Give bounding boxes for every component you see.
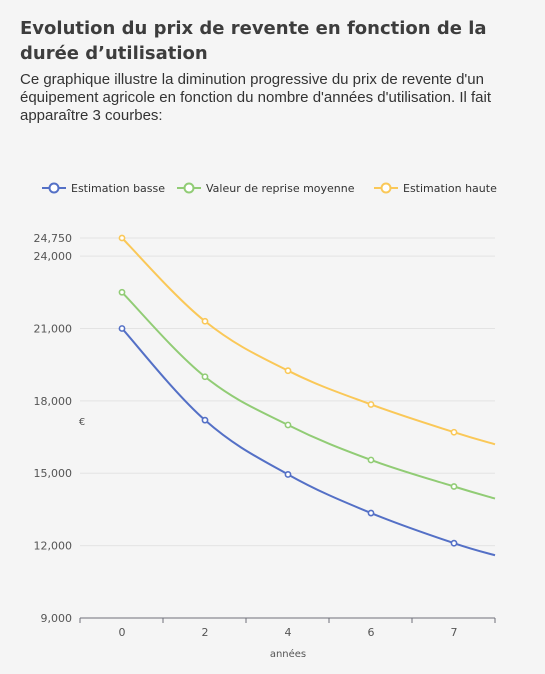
legend-label: Estimation basse (71, 182, 165, 195)
x-tick-label: 7 (451, 626, 458, 639)
x-axis-title: années (270, 648, 306, 660)
legend-marker (48, 182, 60, 194)
y-tick-label: 24,000 (34, 250, 73, 263)
x-tick-label: 4 (285, 626, 292, 639)
data-point[interactable] (450, 539, 458, 547)
data-point[interactable] (201, 416, 209, 424)
data-point[interactable] (284, 421, 292, 429)
x-tick-label: 0 (119, 626, 126, 639)
data-point[interactable] (367, 509, 375, 517)
x-tick-label: 6 (368, 626, 375, 639)
data-point[interactable] (450, 428, 458, 436)
series-line (121, 291, 496, 500)
legend-item[interactable]: Valeur de reprise moyenne (177, 182, 355, 195)
legend-label: Valeur de reprise moyenne (206, 182, 355, 195)
data-point[interactable] (450, 483, 458, 490)
data-point[interactable] (201, 317, 209, 325)
legend-label: Estimation haute (403, 182, 497, 195)
page-title: Evolution du prix de revente en fonction… (20, 18, 487, 64)
legend-marker (183, 182, 195, 194)
series-layer (118, 234, 496, 557)
series-valeur-de-reprise-moyenne (118, 288, 496, 500)
axis-layer: 9,000 12,000 15,000 18,000 21,000 24,000 24,75… (34, 232, 496, 660)
data-point[interactable] (118, 234, 126, 242)
data-point[interactable] (284, 367, 292, 375)
series-line (121, 237, 496, 446)
y-tick-label: 21,000 (34, 322, 73, 335)
y-tick-label: 24,750 (34, 232, 73, 245)
data-point[interactable] (284, 471, 292, 478)
data-point[interactable] (367, 401, 375, 408)
series-estimation-basse (118, 325, 496, 557)
series-estimation-haute (118, 234, 496, 446)
y-axis-title: € (79, 417, 85, 428)
x-tick-label: 2 (202, 626, 209, 639)
data-point[interactable] (118, 288, 126, 296)
legend-marker (380, 182, 392, 194)
legend-item[interactable]: Estimation haute (374, 182, 497, 195)
legend-item[interactable]: Estimation basse (42, 182, 165, 195)
grid-layer (80, 237, 495, 547)
chart-description: Ce graphique illustre la diminution prog… (20, 71, 492, 124)
y-tick-label: 18,000 (34, 395, 73, 408)
y-tick-label: 9,000 (41, 612, 73, 625)
y-tick-label: 12,000 (34, 540, 73, 553)
series-line (121, 327, 496, 557)
data-point[interactable] (201, 373, 209, 381)
data-point[interactable] (118, 325, 126, 332)
data-point[interactable] (367, 456, 375, 464)
y-tick-label: 15,000 (34, 467, 73, 480)
legend[interactable]: Estimation basse Valeur de reprise moyenn… (42, 182, 497, 195)
